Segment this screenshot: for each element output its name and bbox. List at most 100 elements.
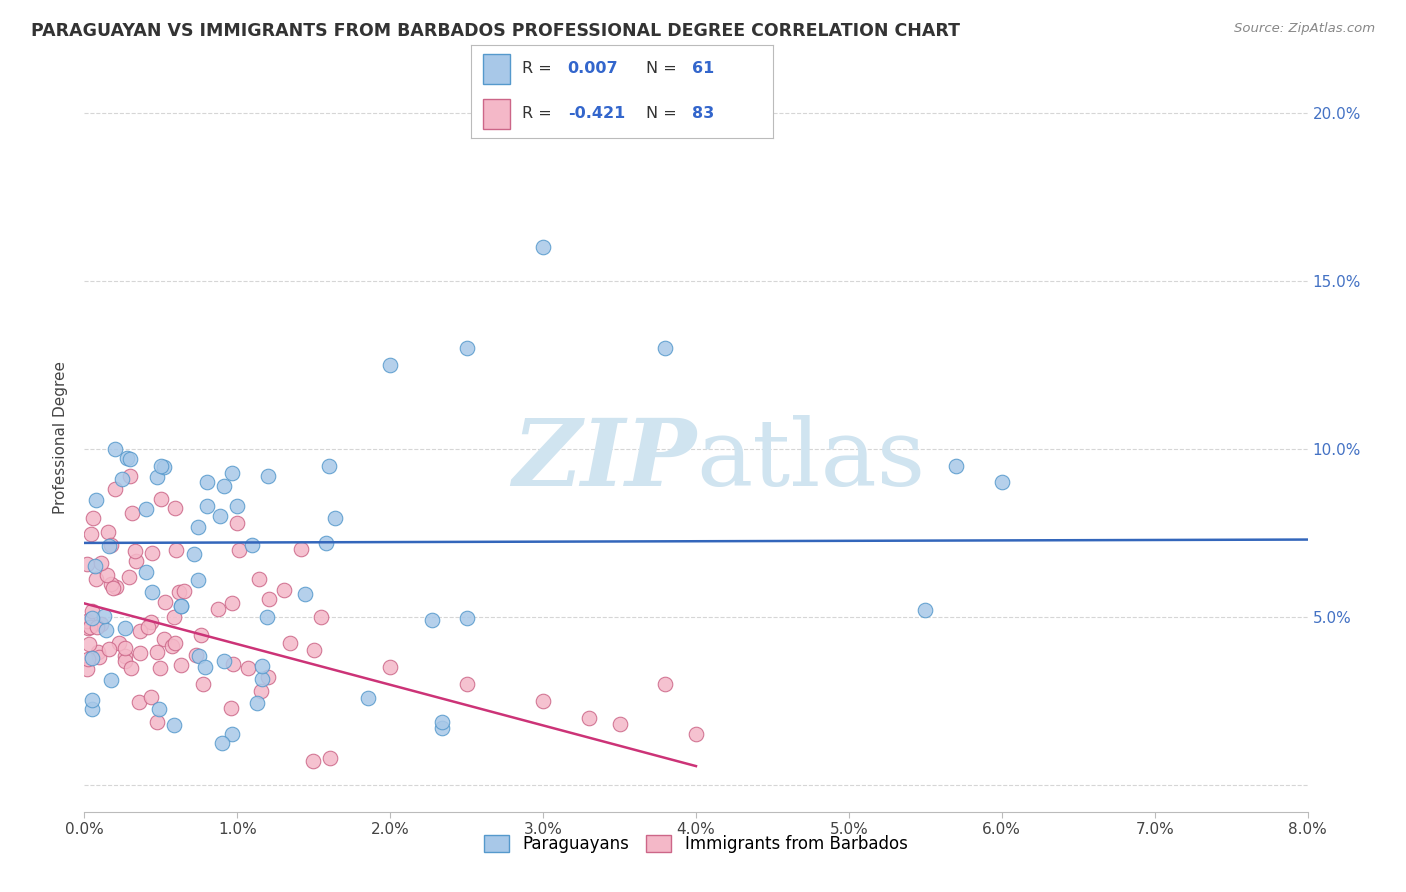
Bar [484, 54, 510, 84]
Point [160, 640, 183, 654]
Point [149, 458, 172, 473]
Point [315, 535, 337, 549]
Point [169, 585, 191, 599]
Point [97, 540, 120, 554]
Point [173, 583, 195, 598]
Point [96, 568, 118, 582]
Point [153, 632, 176, 646]
Point [290, 542, 312, 557]
Point [87, 645, 110, 659]
Point [302, 754, 325, 768]
Text: -0.421: -0.421 [568, 106, 626, 121]
Point [278, 636, 301, 650]
Point [240, 538, 263, 552]
Point [357, 690, 380, 705]
Point [221, 727, 243, 741]
Point [114, 648, 136, 663]
Point [170, 599, 193, 614]
Point [90, 556, 112, 570]
Point [121, 506, 143, 520]
Point [146, 714, 169, 729]
Point [257, 591, 280, 606]
Point [430, 722, 453, 736]
Point [100, 576, 122, 591]
Point [76, 621, 98, 635]
Point [165, 542, 187, 557]
Point [139, 615, 162, 629]
Legend: Paraguayans, Immigrants from Barbados: Paraguayans, Immigrants from Barbados [478, 828, 914, 860]
Point [90, 617, 112, 632]
Point [100, 538, 122, 552]
Text: 61: 61 [692, 62, 714, 77]
Point [149, 660, 172, 674]
Point [101, 581, 124, 595]
Point [195, 475, 218, 490]
Point [323, 511, 346, 525]
Point [104, 482, 127, 496]
Point [111, 472, 134, 486]
Point [187, 519, 209, 533]
Point [76, 557, 98, 571]
Point [139, 690, 162, 704]
Point [104, 442, 127, 456]
Point [250, 672, 273, 686]
Text: PARAGUAYAN VS IMMIGRANTS FROM BARBADOS PROFESSIONAL DEGREE CORRELATION CHART: PARAGUAYAN VS IMMIGRANTS FROM BARBADOS P… [31, 22, 960, 40]
Point [108, 636, 131, 650]
Point [531, 694, 554, 708]
Point [319, 751, 342, 765]
Point [183, 547, 205, 561]
Point [148, 702, 170, 716]
Point [120, 661, 142, 675]
Point [120, 451, 142, 466]
Point [98, 642, 121, 657]
Point [135, 502, 157, 516]
Text: 0.007: 0.007 [568, 62, 619, 77]
Point [212, 654, 235, 668]
Text: N =: N = [647, 106, 682, 121]
Point [309, 610, 332, 624]
Point [89, 650, 111, 665]
Point [456, 611, 478, 625]
Point [115, 450, 138, 465]
Bar [484, 99, 510, 129]
Point [654, 677, 676, 691]
Text: Source: ZipAtlas.com: Source: ZipAtlas.com [1234, 22, 1375, 36]
Point [456, 677, 478, 691]
Point [125, 554, 148, 568]
Point [207, 602, 229, 616]
Point [163, 636, 186, 650]
Point [422, 613, 444, 627]
Point [82, 510, 104, 524]
Point [170, 599, 193, 613]
Point [214, 479, 236, 493]
Point [146, 470, 169, 484]
Point [256, 610, 278, 624]
Point [114, 641, 136, 656]
Point [273, 583, 295, 598]
Point [685, 727, 707, 741]
Point [120, 468, 142, 483]
Point [531, 240, 554, 254]
Point [141, 585, 163, 599]
Point [380, 660, 402, 674]
Point [236, 661, 259, 675]
Point [84, 572, 107, 586]
Point [219, 700, 242, 714]
Point [128, 646, 150, 660]
Point [128, 624, 150, 639]
Point [80, 527, 103, 541]
Point [94, 624, 117, 638]
Point [80, 651, 103, 665]
Text: ZIP: ZIP [512, 415, 696, 505]
Point [76, 663, 98, 677]
Point [100, 673, 122, 687]
Point [194, 659, 217, 673]
Point [77, 652, 100, 666]
Point [84, 559, 107, 574]
Point [170, 658, 193, 673]
Point [86, 492, 108, 507]
Point [914, 603, 936, 617]
Point [249, 683, 271, 698]
Point [222, 657, 245, 671]
Point [93, 608, 115, 623]
